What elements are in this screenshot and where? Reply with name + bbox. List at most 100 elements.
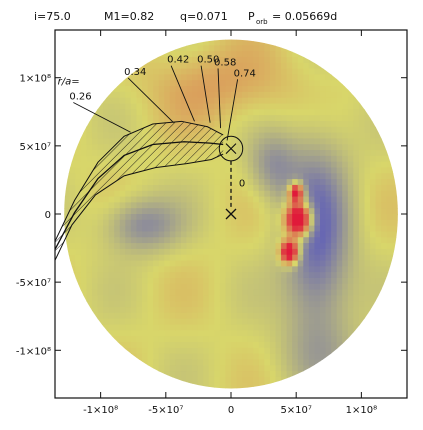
map-cell xyxy=(297,214,304,221)
map-cell xyxy=(375,266,382,273)
map-cell xyxy=(214,80,221,87)
map-cell xyxy=(203,272,210,279)
map-cell xyxy=(80,144,87,151)
map-cell xyxy=(69,179,76,186)
map-cell xyxy=(203,190,210,198)
map-cell xyxy=(169,353,176,360)
map-cell xyxy=(303,336,310,343)
map-cell xyxy=(303,254,310,262)
map-cell xyxy=(236,97,243,105)
map-cell xyxy=(169,371,176,378)
map-cell xyxy=(370,214,377,221)
map-cell xyxy=(342,91,349,99)
map-cell xyxy=(219,341,227,349)
map-cell xyxy=(320,330,327,337)
map-cell xyxy=(86,144,93,151)
map-cell xyxy=(164,80,171,87)
map-cell xyxy=(114,190,121,198)
map-cell xyxy=(130,126,138,134)
map-cell xyxy=(130,272,138,279)
map-cell xyxy=(192,68,199,76)
map-cell xyxy=(342,132,349,140)
map-cell xyxy=(247,56,254,64)
map-cell xyxy=(247,115,254,122)
map-cell xyxy=(130,301,138,308)
map-cell xyxy=(180,272,188,279)
map-cell xyxy=(75,248,82,256)
map-cell xyxy=(264,45,271,52)
map-cell xyxy=(158,353,165,360)
map-cell xyxy=(69,161,76,169)
map-cell xyxy=(242,214,249,221)
map-cell xyxy=(142,179,149,186)
map-cell xyxy=(208,39,215,46)
map-cell xyxy=(386,260,393,267)
map-cell xyxy=(358,254,366,262)
map-cell xyxy=(219,62,227,70)
map-cell xyxy=(303,161,310,169)
map-cell xyxy=(325,184,332,192)
map-cell xyxy=(164,231,171,238)
map-cell xyxy=(231,336,238,343)
map-cell xyxy=(136,243,143,250)
map-cell xyxy=(320,289,327,297)
map-cell xyxy=(247,243,254,250)
x-tick-label: 5×10⁷ xyxy=(280,405,311,416)
map-cell xyxy=(214,74,221,81)
map-cell xyxy=(358,109,366,116)
map-cell xyxy=(303,138,310,145)
map-cell xyxy=(325,190,332,198)
map-cell xyxy=(147,283,154,291)
map-cell xyxy=(358,161,366,169)
map-cell xyxy=(275,196,282,203)
map-cell xyxy=(320,161,327,169)
map-cell xyxy=(203,161,210,169)
map-cell xyxy=(125,109,132,116)
map-cell xyxy=(130,341,138,349)
map-cell xyxy=(286,336,293,343)
map-cell xyxy=(219,371,227,378)
map-cell xyxy=(269,359,277,366)
map-cell xyxy=(264,318,271,326)
map-cell xyxy=(119,266,126,273)
map-cell xyxy=(97,243,104,250)
map-cell xyxy=(281,295,288,302)
map-cell xyxy=(236,371,243,378)
map-cell xyxy=(258,202,265,209)
map-cell xyxy=(325,312,332,320)
map-cell xyxy=(208,74,215,81)
map-cell xyxy=(158,289,165,297)
map-cell xyxy=(303,144,310,151)
map-cell xyxy=(108,243,115,250)
map-cell xyxy=(169,62,176,70)
map-cell xyxy=(125,312,132,320)
map-cell xyxy=(253,301,260,308)
map-cell xyxy=(130,277,138,285)
velocity-map xyxy=(55,30,407,398)
map-cell xyxy=(180,243,188,250)
map-cell xyxy=(342,214,349,221)
map-cell xyxy=(325,336,332,343)
map-cell xyxy=(175,272,182,279)
map-cell xyxy=(297,289,304,297)
map-cell xyxy=(164,115,171,122)
stream-label-leader xyxy=(127,77,174,124)
map-cell xyxy=(130,86,138,93)
map-cell xyxy=(275,138,282,145)
map-cell xyxy=(286,365,293,372)
map-cell xyxy=(158,225,165,233)
map-cell xyxy=(253,289,260,297)
map-cell xyxy=(325,167,332,174)
map-cell xyxy=(336,231,343,238)
map-cell xyxy=(219,190,227,198)
map-cell xyxy=(353,283,360,291)
map-cell xyxy=(275,179,282,186)
map-cell xyxy=(225,365,232,372)
map-cell xyxy=(130,231,138,238)
map-cell xyxy=(375,173,382,180)
map-cell xyxy=(347,243,354,250)
map-cell xyxy=(186,336,193,343)
map-cell xyxy=(347,115,354,122)
map-cell xyxy=(130,115,138,122)
map-cell xyxy=(242,103,249,110)
